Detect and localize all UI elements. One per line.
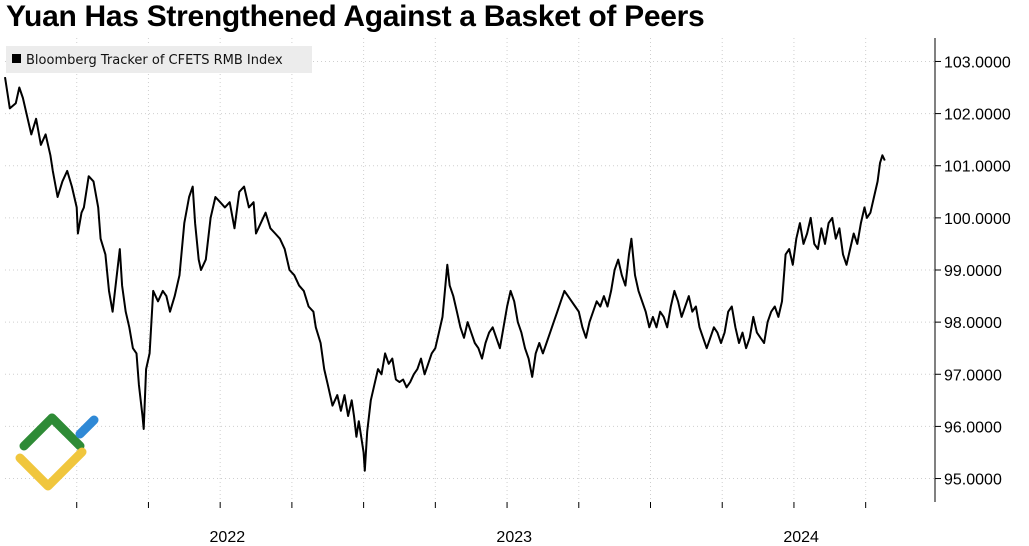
- y-axis: 95.0000 96.0000 97.0000 98.0000 99.0000 100.0…: [934, 38, 1011, 502]
- grid: [5, 38, 935, 502]
- legend-label: Bloomberg Tracker of CFETS RMB Index: [26, 53, 283, 68]
- legend-background: [6, 46, 312, 73]
- y-tick-label: 99.0000: [944, 263, 1002, 280]
- y-tick-label: 95.0000: [944, 472, 1002, 489]
- x-tick-label: 2023: [496, 529, 532, 546]
- x-tick-label: 2022: [210, 529, 246, 546]
- chart-title: Yuan Has Strengthened Against a Basket o…: [6, 0, 705, 33]
- y-tick-label: 96.0000: [944, 419, 1002, 436]
- y-tick-label: 98.0000: [944, 315, 1002, 332]
- legend: Bloomberg Tracker of CFETS RMB Index: [6, 46, 312, 73]
- x-axis: 2022 2023 2024: [76, 502, 867, 546]
- y-tick-label: 102.0000: [944, 107, 1011, 124]
- y-tick-label: 103.0000: [944, 54, 1011, 71]
- y-tick-label: 101.0000: [944, 159, 1011, 176]
- x-tick-label: 2024: [783, 529, 819, 546]
- brand-logo-icon: [15, 413, 99, 491]
- legend-swatch: [12, 54, 21, 63]
- series-line-cfets-index: [4, 76, 886, 472]
- y-tick-label: 97.0000: [944, 367, 1002, 384]
- y-tick-label: 100.0000: [944, 211, 1011, 228]
